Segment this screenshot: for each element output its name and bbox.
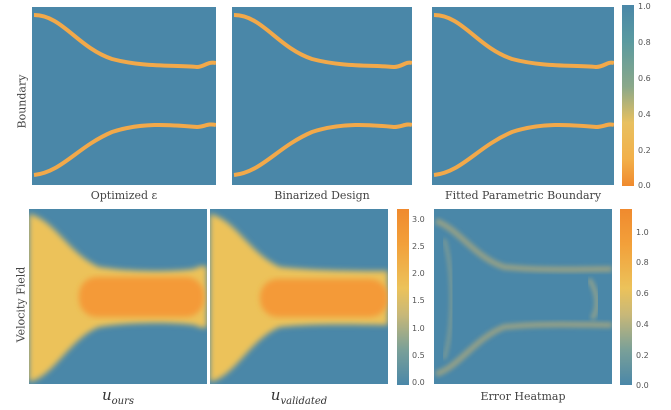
row-label-velocity: Velocity Field <box>14 266 28 343</box>
panel-optimized <box>32 7 216 185</box>
cbar-top-tick-5: 0.0 <box>638 181 651 190</box>
caption-error: Error Heatmap <box>480 390 566 403</box>
cbar-vel-tick-3: 1.5 <box>412 296 425 305</box>
cbar-err-tick-3: 0.4 <box>636 320 649 329</box>
caption-u-validated: uvalidated <box>270 386 328 407</box>
caption-u-ours: uours <box>101 386 135 407</box>
cbar-err-tick-2: 0.6 <box>636 289 649 298</box>
panel-u-ours <box>29 209 207 384</box>
colorbar-velocity <box>397 209 409 385</box>
caption-fitted: Fitted Parametric Boundary <box>444 189 602 202</box>
cbar-err-tick-4: 0.2 <box>636 351 649 360</box>
colorbar-error <box>620 209 632 385</box>
cbar-top-tick-4: 0.2 <box>638 146 651 155</box>
row-label-boundary: Boundary <box>15 74 29 129</box>
cbar-vel-tick-4: 1.0 <box>412 324 425 333</box>
cbar-err-tick-1: 0.8 <box>636 258 649 267</box>
cbar-top-tick-1: 0.8 <box>638 38 651 47</box>
cbar-vel-tick-0: 3.0 <box>412 215 425 224</box>
cbar-top-tick-0: 1.0 <box>638 2 651 11</box>
caption-binarized: Binarized Design <box>274 189 370 202</box>
cbar-vel-tick-5: 0.5 <box>412 351 425 360</box>
cbar-err-tick-5: 0.0 <box>636 381 649 390</box>
colorbar-top <box>622 5 634 186</box>
cbar-vel-tick-6: 0.0 <box>412 378 425 387</box>
cbar-vel-tick-1: 2.5 <box>412 242 425 251</box>
panel-error <box>434 209 612 384</box>
panel-binarized <box>232 7 412 185</box>
caption-optimized: Optimized ε <box>90 189 158 202</box>
panel-u-validated <box>210 209 388 384</box>
cbar-err-tick-0: 1.0 <box>636 228 649 237</box>
panel-fitted <box>432 7 614 185</box>
cbar-vel-tick-2: 2.0 <box>412 269 425 278</box>
cbar-top-tick-2: 0.6 <box>638 74 651 83</box>
cbar-top-tick-3: 0.4 <box>638 110 651 119</box>
